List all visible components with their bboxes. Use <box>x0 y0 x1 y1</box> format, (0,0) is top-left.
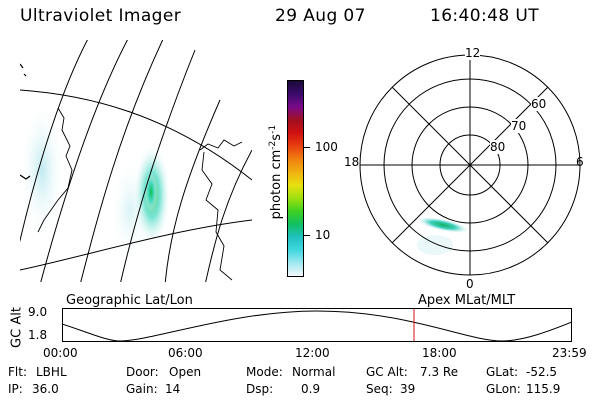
apex-caption: Apex MLat/MLT <box>418 293 516 308</box>
param-label: GLon: <box>486 382 521 396</box>
lon-line <box>205 149 252 282</box>
param-label: Mode: <box>246 365 283 379</box>
mlat-label: 70 <box>511 119 527 133</box>
mlt-line <box>391 86 549 244</box>
time-tick: 12:00 <box>295 346 330 360</box>
geographic-caption: Geographic Lat/Lon <box>66 293 193 308</box>
color-scale-bar <box>287 80 304 277</box>
param-value: 0.9 <box>301 382 321 396</box>
color-scale-tick: 10 <box>315 228 331 242</box>
param-value: Normal <box>292 365 336 379</box>
altitude-tick: 9.0 <box>28 305 48 319</box>
coastline <box>20 63 27 77</box>
auroral-oval-emission <box>417 217 469 233</box>
lon-line <box>120 49 196 282</box>
color-scale-tickmark <box>304 235 310 236</box>
color-scale-unit-label: photon cm-2s-1 <box>266 114 286 234</box>
lat-line <box>20 219 252 271</box>
time-tick: 06:00 <box>168 346 203 360</box>
param-value: -52.5 <box>526 365 558 379</box>
coastline <box>199 139 243 151</box>
param-label: Door: <box>126 365 159 379</box>
param-label: Flt: <box>8 365 27 379</box>
param-value: 14 <box>165 382 181 396</box>
polar-mlt-plot <box>359 54 581 276</box>
lon-line <box>80 40 164 282</box>
param-label: Gain: <box>126 382 158 396</box>
emission-haze <box>20 100 64 240</box>
unit-text: s <box>269 133 285 141</box>
param-label: Dsp: <box>246 382 274 396</box>
param-value: Open <box>169 365 202 379</box>
time-tick: 18:00 <box>422 346 457 360</box>
unit-exponent: -2 <box>267 140 278 150</box>
param-value: 36.0 <box>32 382 59 396</box>
coastline <box>201 151 233 281</box>
color-scale-tick: 100 <box>315 140 338 154</box>
unit-text: photon cm <box>269 149 285 220</box>
lon-line <box>40 40 128 282</box>
image-time: 16:40:48 UT <box>430 6 539 26</box>
unit-exponent: -1 <box>267 124 278 134</box>
time-tick: 00:00 <box>43 346 78 360</box>
image-date: 29 Aug 07 <box>275 6 366 26</box>
param-value: 7.3 Re <box>420 365 459 379</box>
time-tick: 23:59 <box>552 346 587 360</box>
coastline <box>20 174 31 180</box>
instrument-title: Ultraviolet Imager <box>20 6 182 26</box>
orbit-altitude-timeline <box>62 308 572 342</box>
altitude-tick: 1.8 <box>28 328 48 342</box>
emission-haze <box>417 235 453 255</box>
mlt-label-dawn: 6 <box>576 155 584 169</box>
param-value: 115.9 <box>526 382 561 396</box>
param-value: LBHL <box>36 365 67 379</box>
altitude-axis-text: GC Alt <box>9 307 25 348</box>
lon-line <box>20 40 88 243</box>
altitude-curve <box>62 310 572 342</box>
coastline <box>37 107 73 233</box>
param-label: GLat: <box>486 365 519 379</box>
timeline-frame <box>62 308 572 342</box>
geographic-map <box>20 40 252 282</box>
mlt-label-midnight: 0 <box>466 277 474 291</box>
param-label: Seq: <box>366 382 393 396</box>
lon-line <box>164 99 221 282</box>
color-scale-tickmark <box>304 147 310 148</box>
mlat-label: 60 <box>531 97 547 111</box>
altitude-axis-label: GC Alt <box>2 307 30 348</box>
mlat-label: 80 <box>490 140 506 154</box>
lat-line <box>20 89 252 181</box>
param-label: GC Alt: <box>366 365 408 379</box>
mlt-label-dusk: 18 <box>344 155 360 169</box>
auroral-emission-core <box>145 172 157 212</box>
param-label: IP: <box>8 382 23 396</box>
mlt-label-noon: 12 <box>465 46 481 60</box>
param-value: 39 <box>400 382 416 396</box>
